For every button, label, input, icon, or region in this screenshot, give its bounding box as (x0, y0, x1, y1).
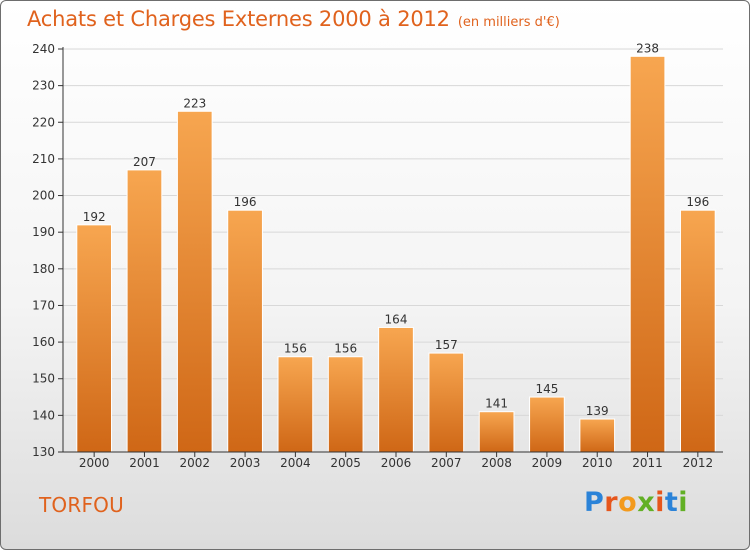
y-tick-label: 240 (32, 42, 55, 56)
logo-letter: o (618, 487, 638, 518)
bar (126, 169, 163, 453)
bar (529, 396, 565, 453)
y-tick-label: 220 (32, 115, 55, 129)
y-tick-label: 190 (32, 225, 55, 239)
proxiti-logo[interactable]: Proxiti (584, 487, 688, 518)
y-tick-label: 210 (32, 152, 55, 166)
data-label: 145 (535, 382, 558, 396)
data-labels: 192 207 223 196 156 156 164 157 141 145 139 238 196 (83, 41, 710, 418)
x-tick-label: 2012 (683, 456, 714, 470)
axes: 130 140 150 160 170 180 190 200 210 220 230 240 2000… (32, 42, 723, 470)
x-tick-label: 2001 (129, 456, 160, 470)
logo-letter: x (637, 487, 656, 518)
y-tick-label: 160 (32, 335, 55, 349)
data-label: 207 (133, 155, 156, 169)
logo-letter: P (584, 487, 605, 518)
data-label: 157 (435, 338, 458, 352)
logo-letter: r (604, 487, 619, 518)
x-tick-label: 2003 (230, 456, 261, 470)
x-tick-label: 2009 (532, 456, 563, 470)
x-tick-label: 2007 (431, 456, 462, 470)
bar (629, 55, 666, 453)
y-tick-label: 130 (32, 445, 55, 459)
x-tick-label: 2002 (179, 456, 210, 470)
data-label: 141 (485, 397, 508, 411)
data-label: 139 (586, 404, 609, 418)
data-label: 192 (83, 210, 106, 224)
x-tick-label: 2004 (280, 456, 311, 470)
bar (277, 356, 314, 453)
bars (76, 55, 716, 453)
x-tick-label: 2010 (582, 456, 613, 470)
y-tick-label: 200 (32, 189, 55, 203)
data-label: 223 (183, 96, 206, 110)
bar (378, 326, 414, 453)
bar (176, 110, 213, 453)
logo-letter: i (655, 487, 665, 518)
data-label: 156 (284, 342, 307, 356)
y-tick-label: 150 (32, 372, 55, 386)
y-tick-label: 230 (32, 79, 55, 93)
chart-subtitle: (en milliers d'€) (457, 15, 560, 30)
place-name: TORFOU (39, 493, 124, 517)
data-label: 196 (234, 195, 257, 209)
x-tick-label: 2005 (330, 456, 361, 470)
x-tick-label: 2000 (79, 456, 110, 470)
bar (76, 224, 113, 453)
logo-letter: t (664, 487, 679, 518)
x-tick-label: 2008 (481, 456, 512, 470)
data-label: 238 (636, 41, 659, 55)
x-tick-label: 2006 (381, 456, 412, 470)
data-label: 164 (385, 312, 408, 326)
y-tick-label: 170 (32, 298, 55, 312)
x-tick-label: 2011 (632, 456, 663, 470)
bar (478, 411, 515, 453)
bar (428, 352, 465, 453)
logo-letter: i (678, 487, 689, 518)
bar (679, 209, 716, 453)
bar (227, 209, 263, 453)
title-row: Achats et Charges Externes 2000 à 2012 (e… (27, 7, 560, 31)
y-tick-label: 180 (32, 262, 55, 276)
bar (579, 418, 616, 453)
y-tick-label: 140 (32, 408, 55, 422)
data-label: 156 (334, 342, 357, 356)
chart-title: Achats et Charges Externes 2000 à 2012 (27, 7, 450, 31)
bar (327, 356, 364, 453)
data-label: 196 (686, 195, 709, 209)
